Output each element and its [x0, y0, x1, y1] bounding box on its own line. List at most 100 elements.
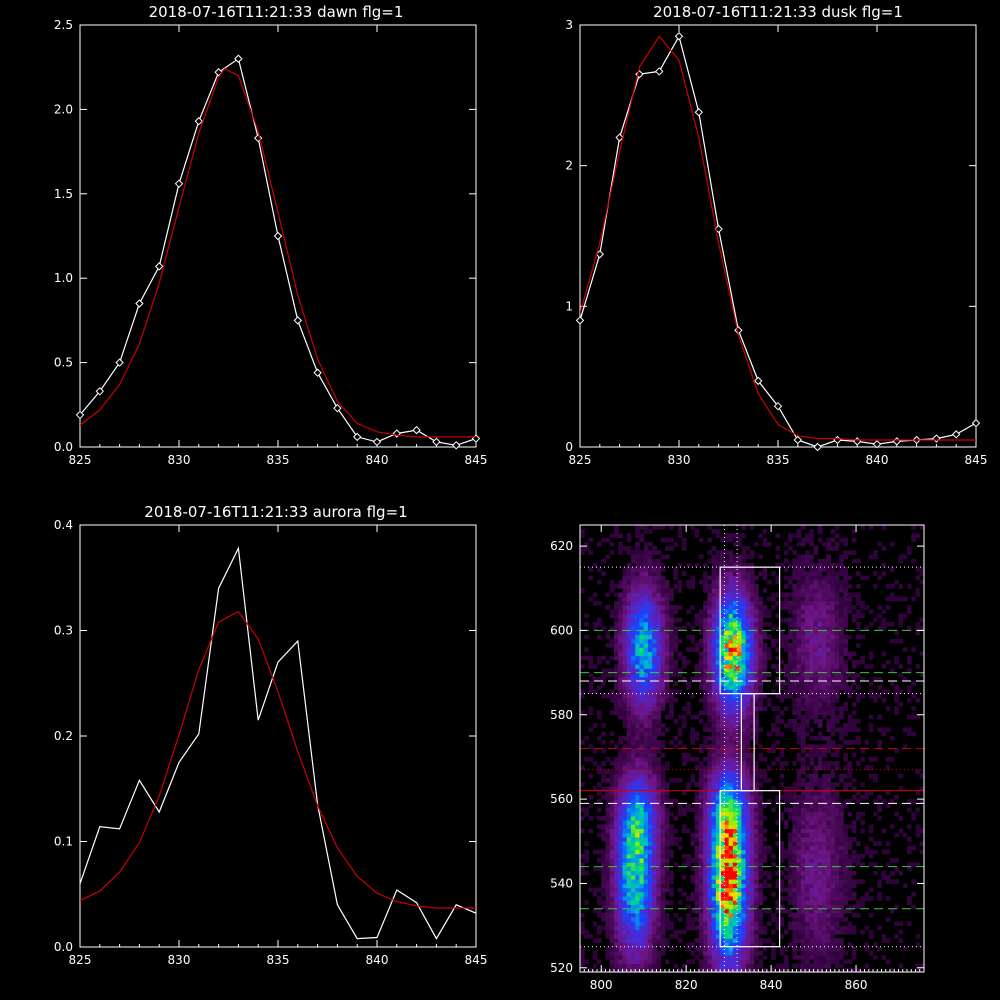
- heatmap-cell: [754, 934, 759, 939]
- heatmap-cell: [622, 837, 628, 842]
- heatmap-cell: [605, 955, 611, 960]
- heatmap-cell: [732, 837, 738, 842]
- heatmap-cell: [800, 765, 806, 770]
- heatmap-cell: [652, 963, 657, 969]
- heatmap-cell: [635, 647, 640, 652]
- heatmap-cell: [728, 912, 734, 918]
- heatmap-cell: [698, 866, 704, 872]
- heatmap-cell: [813, 803, 819, 808]
- heatmap-cell: [792, 706, 797, 711]
- heatmap-cell: [635, 740, 640, 745]
- heatmap-cell: [800, 626, 806, 631]
- heatmap-cell: [805, 600, 810, 606]
- heatmap-cell: [817, 828, 823, 834]
- heatmap-cell: [630, 896, 636, 901]
- heatmap-cell: [779, 697, 785, 703]
- heatmap-cell: [686, 912, 691, 918]
- heatmap-cell: [698, 967, 704, 973]
- heatmap-cell: [741, 934, 747, 939]
- heatmap-cell: [652, 668, 657, 673]
- heatmap-cell: [805, 934, 810, 939]
- heatmap-cell: [758, 685, 764, 690]
- heatmap-cell: [715, 845, 721, 851]
- heatmap-cell: [660, 592, 666, 598]
- heatmap-cell: [788, 870, 793, 876]
- heatmap-cell: [669, 811, 674, 817]
- heatmap-cell: [830, 955, 836, 960]
- heatmap-cell: [592, 866, 598, 872]
- heatmap-cell: [843, 925, 848, 931]
- heatmap-cell: [626, 659, 632, 665]
- heatmap-cell: [622, 626, 628, 631]
- heatmap-cell: [745, 790, 751, 796]
- heatmap-cell: [826, 820, 831, 825]
- heatmap-cell: [817, 887, 823, 893]
- heatmap-cell: [580, 550, 585, 555]
- heatmap-cell: [686, 562, 691, 568]
- heatmap-cell: [664, 668, 670, 673]
- heatmap-cell: [762, 858, 768, 863]
- heatmap-cell: [720, 950, 725, 956]
- heatmap-cell: [647, 672, 653, 678]
- heatmap-cell: [758, 875, 764, 880]
- heatmap-cell: [643, 681, 649, 686]
- heatmap-cell: [635, 659, 640, 665]
- heatmap-cell: [834, 647, 840, 652]
- heatmap-cell: [656, 740, 662, 745]
- heatmap-cell: [822, 761, 827, 766]
- heatmap-cell: [771, 605, 776, 610]
- heatmap-cell: [711, 921, 717, 927]
- heatmap-cell: [809, 820, 814, 825]
- heatmap-cell: [737, 731, 742, 737]
- data-point: [95, 387, 105, 396]
- heatmap-cell: [592, 621, 598, 627]
- heatmap-cell: [630, 659, 636, 665]
- heatmap-cell: [839, 870, 844, 876]
- heatmap-cell: [830, 908, 836, 914]
- heatmap-cell: [669, 596, 674, 602]
- heatmap-cell: [809, 807, 814, 813]
- heatmap-cell: [643, 592, 649, 598]
- heatmap-cell: [741, 879, 747, 884]
- heatmap-cell: [652, 592, 657, 598]
- heatmap-cell: [851, 723, 857, 728]
- heatmap-cell: [613, 925, 619, 931]
- heatmap-cell: [839, 807, 844, 813]
- heatmap-cell: [847, 887, 853, 893]
- heatmap-cell: [652, 934, 657, 939]
- heatmap-cell: [851, 925, 857, 931]
- heatmap-cell: [703, 634, 708, 640]
- heatmap-cell: [834, 668, 840, 673]
- heatmap-cell: [622, 546, 628, 551]
- heatmap-cell: [639, 794, 645, 800]
- heatmap-cell: [613, 617, 619, 623]
- heatmap-cell: [647, 942, 653, 948]
- heatmap-cell: [805, 744, 810, 749]
- heatmap-cell: [749, 959, 755, 964]
- heatmap-cell: [728, 537, 734, 543]
- heatmap-cell: [711, 600, 717, 606]
- heatmap-cell: [766, 697, 772, 703]
- heatmap-cell: [728, 921, 734, 927]
- heatmap-cell: [707, 891, 713, 897]
- heatmap-cell: [643, 714, 649, 720]
- heatmap-cell: [737, 613, 742, 619]
- heatmap-cell: [720, 811, 725, 817]
- heatmap-cell: [669, 626, 674, 631]
- heatmap-cell: [622, 664, 628, 669]
- heatmap-cell: [715, 740, 721, 745]
- heatmap-cell: [728, 946, 734, 952]
- heatmap-cell: [754, 621, 759, 627]
- heatmap-cell: [720, 786, 725, 792]
- heatmap-cell: [839, 853, 844, 859]
- heatmap-cell: [805, 562, 810, 568]
- heatmap-cell: [698, 879, 704, 884]
- heatmap-cell: [813, 950, 819, 956]
- heatmap-cell: [652, 676, 657, 682]
- heatmap-cell: [847, 925, 853, 931]
- heatmap-cell: [656, 799, 662, 804]
- heatmap-cell: [647, 866, 653, 872]
- heatmap-cell: [834, 875, 840, 880]
- heatmap-cell: [630, 820, 636, 825]
- heatmap-cell: [732, 681, 738, 686]
